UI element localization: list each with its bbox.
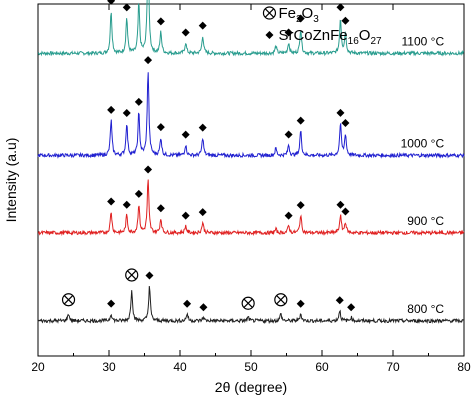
diamond-marker [134,97,143,106]
legend-entry-0: Fe2O3 [278,5,319,25]
diamond-marker [296,116,305,125]
diamond-marker [122,3,131,12]
circle-x-marker [241,296,255,310]
series-line-0 [37,0,465,57]
diamond-marker [181,211,190,220]
peak-markers [61,0,356,312]
legend-subscript: 16 [348,36,360,47]
diamond-marker [144,165,153,174]
diamond-marker [296,14,305,23]
diamond-marker [156,123,165,132]
circle-x-marker [262,6,277,20]
y-axis-title: Intensity (a.u) [3,138,19,223]
diamond-marker [156,17,165,26]
series-line-1 [37,72,465,159]
circle-x-marker [274,293,288,307]
diamond-marker [156,204,165,213]
series-label: 1100 °C [402,34,445,48]
diamond-marker [122,200,131,209]
diamond-marker [199,303,208,312]
series-labels: 1100 °C 1000 °C 900 °C 800 °C [401,34,445,316]
diamond-marker [198,21,207,30]
x-axis-title: 2θ (degree) [215,379,287,395]
legend-subscript: 2 [296,14,302,25]
series-label: 900 °C [407,214,444,228]
diamond-marker [336,108,345,117]
diamond-marker [296,299,305,308]
circle-x-marker [125,268,139,282]
diamond-marker [198,123,207,132]
diamond-marker [335,296,344,305]
x-tick-label: 50 [244,360,258,374]
legend-text: Fe [278,5,296,22]
diamond-marker [296,201,305,210]
x-axis: 20 30 40 50 60 70 80 [31,4,471,374]
diamond-marker [181,130,190,139]
legend-subscript: 3 [313,14,319,25]
diamond-marker [341,118,350,127]
series-line-2 [37,179,465,237]
diamond-marker [265,31,274,39]
diamond-marker [336,3,345,12]
diamond-marker [341,207,350,216]
series-line-3 [37,285,465,325]
diamond-marker [284,130,293,139]
legend-text: SrCoZnFe [278,27,347,44]
diamond-marker [134,189,143,198]
circle-x-marker [61,293,76,307]
diamond-marker [341,16,350,25]
x-tick-label: 60 [315,360,329,374]
legend-text: O [302,5,314,22]
diamond-marker [107,299,116,308]
diamond-marker [198,208,207,217]
series-label: 800 °C [407,302,444,316]
diamond-marker [107,105,116,114]
diamond-marker [284,211,293,220]
x-tick-label: 30 [102,360,116,374]
diamond-marker [347,303,356,312]
diamond-marker [181,28,190,37]
x-tick-label: 40 [173,360,187,374]
legend-text: O [359,27,371,44]
diamond-marker [107,197,116,206]
series-layer [37,0,465,325]
diamond-marker [145,271,154,280]
diamond-marker [336,200,345,209]
x-tick-label: 20 [31,360,45,374]
x-tick-label: 80 [457,360,471,374]
series-label: 1000 °C [401,136,445,150]
diamond-marker [107,0,116,5]
x-tick-label: 70 [386,360,400,374]
diamond-marker [183,299,192,308]
legend-subscript: 27 [370,36,382,47]
legend-entry-1: SrCoZnFe16O27 [278,27,382,47]
diamond-marker [144,56,153,65]
diamond-marker [284,28,293,37]
diamond-marker [122,109,131,118]
